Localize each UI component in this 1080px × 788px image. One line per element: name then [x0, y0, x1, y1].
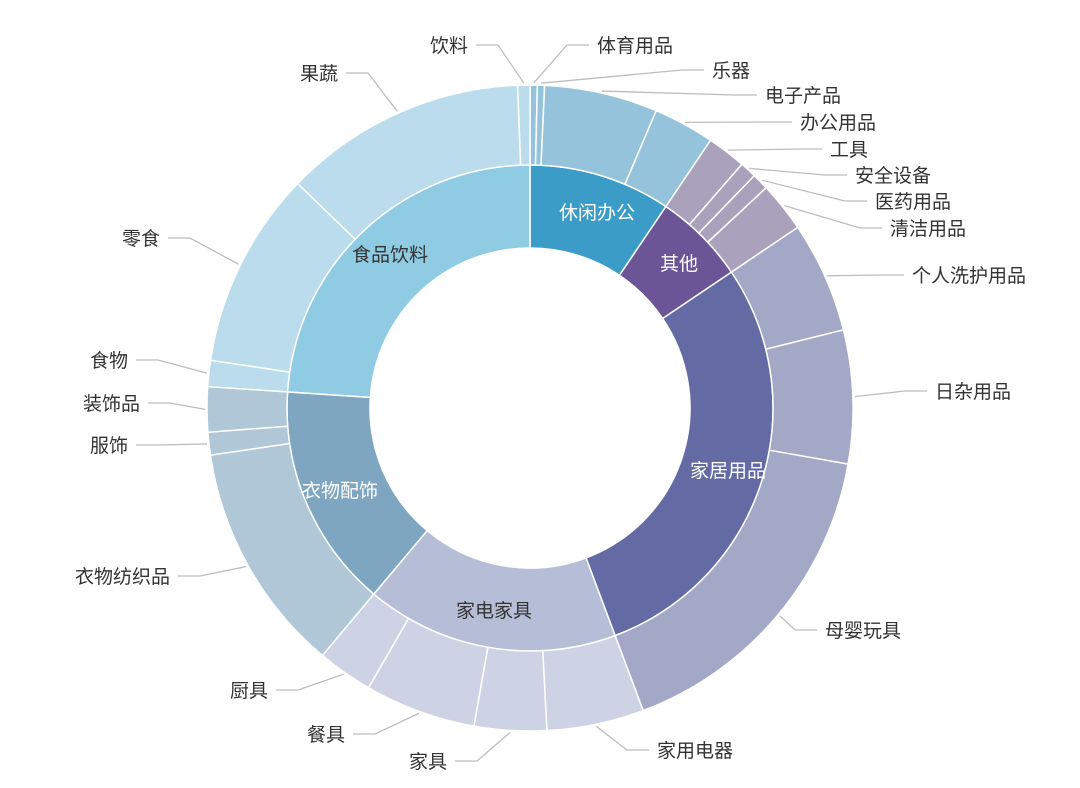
leader-line — [533, 44, 589, 84]
outer-label: 装饰品 — [83, 393, 140, 415]
leader-line — [761, 179, 867, 202]
outer-segment[interactable] — [206, 385, 289, 434]
leader-line — [455, 731, 511, 762]
leader-lines — [136, 44, 927, 762]
outer-label: 工具 — [830, 139, 868, 161]
leader-line — [276, 673, 344, 691]
outer-label: 体育用品 — [597, 35, 673, 57]
leader-line — [727, 148, 822, 151]
inner-label: 衣物配饰 — [302, 480, 378, 502]
outer-segment[interactable] — [764, 328, 854, 465]
leader-line — [854, 390, 927, 398]
outer-label: 果蔬 — [300, 63, 338, 85]
outer-label: 个人洗护用品 — [912, 265, 1026, 287]
outer-label: 清洁用品 — [890, 218, 966, 240]
inner-label: 其他 — [660, 253, 698, 275]
inner-ring — [286, 164, 774, 652]
leader-line — [168, 237, 239, 265]
inner-label: 食品饮料 — [352, 244, 428, 266]
inner-label: 家电家具 — [456, 600, 532, 622]
outer-segment[interactable] — [516, 84, 531, 166]
inner-label: 休闲办公 — [559, 202, 635, 224]
outer-label: 家具 — [409, 751, 447, 773]
leader-line — [595, 725, 649, 751]
outer-label: 医药用品 — [875, 191, 951, 213]
leader-line — [178, 565, 247, 577]
outer-label: 食物 — [90, 350, 128, 372]
outer-label: 办公用品 — [800, 112, 876, 134]
leader-line — [784, 205, 882, 229]
outer-label: 家用电器 — [657, 740, 733, 762]
leader-line — [476, 44, 525, 84]
outer-label: 餐具 — [307, 724, 345, 746]
outer-label: 电子产品 — [765, 85, 841, 107]
outer-label: 衣物纺织品 — [75, 566, 170, 588]
outer-ring — [206, 84, 854, 732]
leader-line — [136, 443, 208, 446]
leader-line — [601, 90, 757, 96]
outer-label: 饮料 — [430, 35, 468, 57]
outer-label: 安全设备 — [855, 165, 931, 187]
outer-label: 日杂用品 — [935, 381, 1011, 403]
inner-label: 家居用品 — [690, 460, 766, 482]
leader-line — [346, 72, 398, 112]
leader-line — [353, 712, 420, 735]
outer-label: 乐器 — [712, 60, 750, 82]
outer-label: 零食 — [122, 228, 160, 250]
leader-line — [749, 167, 847, 176]
leader-line — [779, 615, 817, 631]
leader-line — [136, 359, 208, 374]
outer-label: 厨具 — [230, 680, 268, 702]
leader-line — [540, 69, 704, 84]
leader-line — [826, 274, 904, 277]
outer-label: 服饰 — [90, 435, 128, 457]
leader-line — [148, 402, 206, 411]
outer-label: 母婴玩具 — [825, 620, 901, 642]
